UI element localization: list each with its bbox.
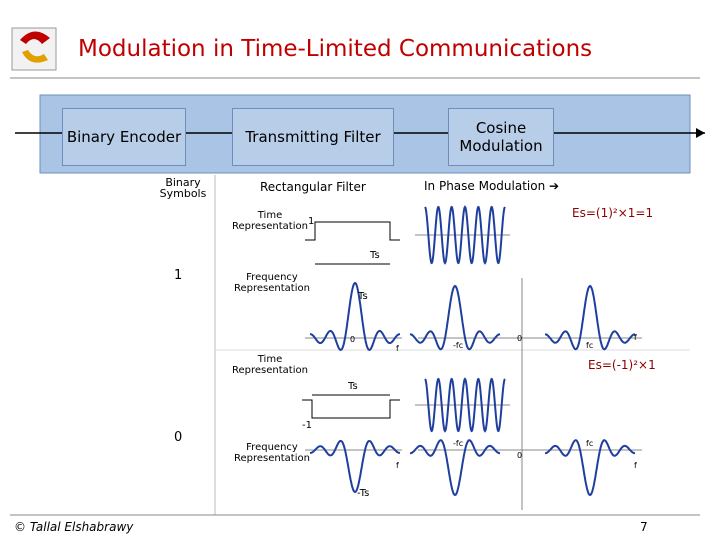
pulse — [305, 221, 400, 241]
axis-label: fc — [586, 341, 594, 350]
axis-label: -fc — [453, 439, 464, 448]
spectrum-peak: Ts — [358, 291, 368, 302]
arrow-head — [696, 128, 705, 138]
duration: Ts — [370, 250, 380, 261]
amplitude: -1 — [302, 420, 312, 431]
spectrum — [544, 439, 636, 497]
spectrum-peak: -Ts — [357, 488, 370, 499]
logo — [11, 27, 57, 71]
row-label: Frequency Representation — [234, 442, 310, 464]
spectrum — [309, 439, 401, 494]
row-label: Time Representation — [232, 210, 308, 232]
pulse — [302, 399, 400, 419]
column-label: In Phase Modulation ➔ — [424, 179, 560, 193]
axis-label: 0 — [517, 334, 523, 343]
axis-label: f — [396, 344, 399, 353]
spectrum — [544, 284, 636, 351]
block: Cosine Modulation — [448, 108, 554, 166]
row-label: Time Representation — [232, 354, 308, 376]
energy: Es=(1)²×1=1 — [572, 206, 654, 220]
duration: Ts — [348, 381, 358, 392]
column-label: Binary Symbols — [159, 176, 207, 200]
block: Binary Encoder — [62, 108, 186, 166]
spectrum — [409, 439, 501, 497]
modulated-wave — [424, 205, 506, 265]
modulated-wave — [424, 377, 506, 433]
axis-label: 0 — [517, 451, 523, 460]
axis-label: -fc — [453, 341, 464, 350]
axis-label: fc — [586, 439, 594, 448]
title: Modulation in Time-Limited Communication… — [78, 36, 593, 62]
symbol: 1 — [174, 268, 183, 283]
column-label: Rectangular Filter — [260, 180, 366, 194]
energy: Es=(-1)²×1 — [588, 358, 656, 372]
row-label: Frequency Representation — [234, 272, 310, 294]
axis-label: f — [396, 461, 399, 470]
credit: © Tallal Elshabrawy — [14, 520, 134, 534]
block: Transmitting Filter — [232, 108, 394, 166]
page-number: 7 — [640, 520, 648, 534]
symbol: 0 — [174, 430, 183, 445]
amplitude: 1 — [308, 216, 315, 227]
axis-label: 0 — [350, 335, 356, 344]
axis-label: f — [634, 333, 637, 342]
spectrum — [409, 284, 501, 351]
axis-label: f — [634, 461, 637, 470]
spectrum — [309, 281, 401, 351]
